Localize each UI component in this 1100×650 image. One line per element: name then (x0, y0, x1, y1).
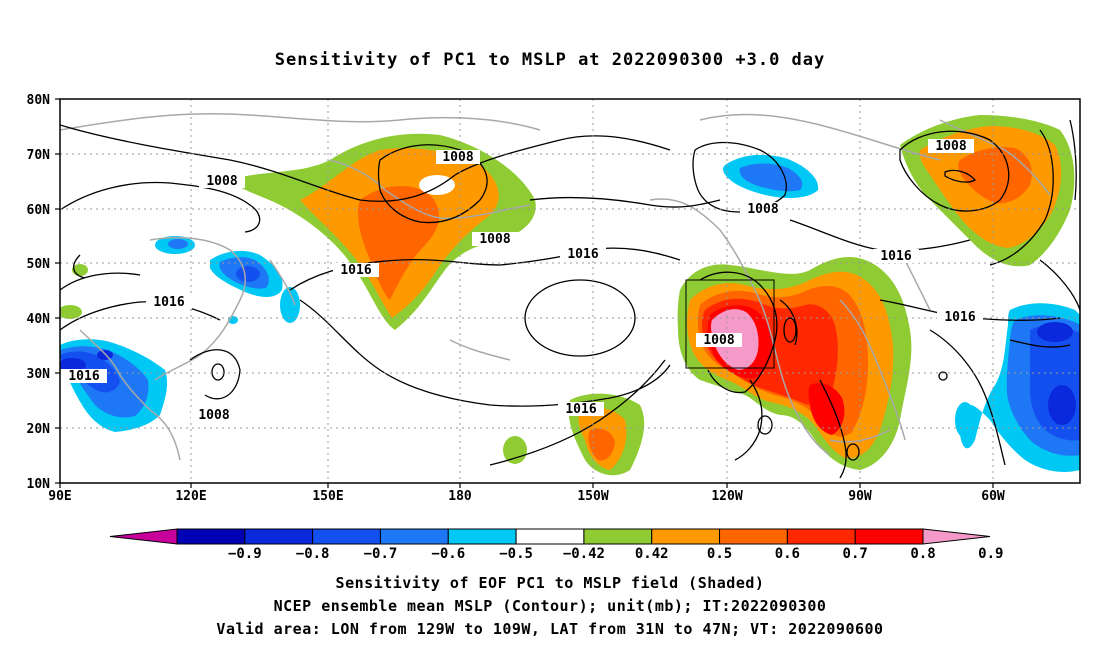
chart-title: Sensitivity of PC1 to MSLP at 2022090300… (274, 50, 826, 70)
colorbar-swatch (379, 528, 449, 545)
contour-label: 1016 (880, 249, 911, 264)
colorbar-arrow-high (922, 528, 991, 545)
colorbar-swatch (651, 528, 721, 545)
colorbar-tick-label: −0.42 (563, 546, 605, 562)
lat-label: 20N (27, 422, 51, 437)
contour-label: 1016 (944, 310, 975, 325)
contour-label: 1008 (703, 333, 734, 348)
colorbar-swatch (447, 528, 517, 545)
plot-frame (59, 98, 1081, 484)
colorbar-tick-label: 0.5 (707, 546, 732, 562)
longitude-labels: 90E 120E 150E 180 150W 120W 90W 60W (48, 489, 1005, 504)
contour-label: 1016 (68, 369, 99, 384)
footer-line-3: Valid area: LON from 129W to 109W, LAT f… (216, 620, 884, 638)
colorbar-swatch (719, 528, 788, 545)
lon-label: 90E (48, 489, 71, 504)
footer-line-1: Sensitivity of EOF PC1 to MSLP field (Sh… (335, 574, 765, 592)
lat-label: 60N (27, 203, 51, 218)
contour-labels: 1008 1008 1008 1008 1008 1008 1008 1016 … (61, 139, 983, 423)
lat-label: 10N (27, 477, 51, 492)
lon-label: 150E (312, 489, 343, 504)
lon-label: 60W (981, 489, 1005, 504)
valid-area-box (685, 279, 775, 369)
contour-label: 1008 (479, 232, 510, 247)
contour-label: 1008 (935, 139, 966, 154)
contour-label: 1008 (198, 408, 229, 423)
colorbar-swatch (176, 528, 246, 545)
contour-label: 1016 (567, 247, 598, 262)
lat-label: 30N (27, 367, 51, 382)
colorbar-swatch (786, 528, 856, 545)
lon-label: 150W (577, 489, 608, 504)
lat-label: 50N (27, 257, 51, 272)
colorbar-swatch (244, 528, 314, 545)
contour-label: 1008 (442, 150, 473, 165)
contour-label: 1016 (565, 402, 596, 417)
lon-label: 120E (175, 489, 206, 504)
colorbar-tick-label: 0.7 (843, 546, 868, 562)
lon-label: 90W (848, 489, 872, 504)
colorbar-tick-label: 0.6 (775, 546, 800, 562)
colorbar-tick-label: −0.6 (431, 546, 465, 562)
contour-label: 1016 (153, 295, 184, 310)
colorbar-tick-label: 0.9 (978, 546, 1003, 562)
lon-label: 120W (711, 489, 742, 504)
lon-label: 180 (448, 489, 472, 504)
colorbar-swatch (312, 528, 381, 545)
latitude-labels: 80N 70N 60N 50N 40N 30N 20N 10N (27, 93, 51, 492)
colorbar-tick-label: 0.8 (910, 546, 935, 562)
colorbar-swatch (583, 528, 653, 545)
colorbar-tick-label: −0.9 (228, 546, 262, 562)
colorbar-tick-label: 0.42 (635, 546, 669, 562)
colorbar-tick-label: −0.8 (296, 546, 330, 562)
lat-label: 70N (27, 148, 51, 163)
lat-label: 40N (27, 312, 51, 327)
plot-area: 1008 1008 1008 1008 1008 1008 1008 1016 … (60, 99, 1080, 483)
colorbar: −0.9 −0.8 −0.7 −0.6 −0.5 −0.42 0.42 0.5 0.6 0.7 0.… (109, 528, 1003, 562)
colorbar-tick-label: −0.5 (499, 546, 533, 562)
axis-ticks (55, 98, 994, 488)
contour-label: 1008 (206, 174, 237, 189)
gridlines (60, 99, 1080, 483)
colorbar-tick-label: −0.7 (364, 546, 398, 562)
footer-line-2: NCEP ensemble mean MSLP (Contour); unit(… (273, 597, 827, 615)
colorbar-swatch (854, 528, 924, 545)
contour-label: 1008 (747, 202, 778, 217)
lat-label: 80N (27, 93, 51, 108)
colorbar-swatch (515, 528, 585, 545)
colorbar-arrow-low (109, 528, 178, 545)
contour-label: 1016 (340, 263, 371, 278)
